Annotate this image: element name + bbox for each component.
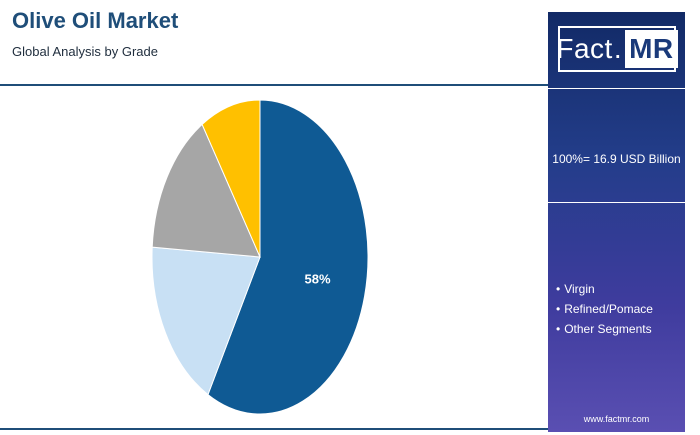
pie-slice bbox=[151, 123, 261, 258]
logo-text-fact: Fact bbox=[556, 33, 613, 64]
pie-slice bbox=[201, 99, 261, 258]
chart-title: Olive Oil Market bbox=[12, 8, 179, 33]
logo-dot: . bbox=[613, 33, 623, 64]
legend: Virgin Refined/Pomace Other Segments bbox=[556, 282, 653, 342]
panel-divider bbox=[548, 202, 685, 203]
factmr-logo: Fact. MR bbox=[556, 26, 678, 72]
header-divider bbox=[0, 84, 548, 86]
pie-slice bbox=[151, 246, 261, 396]
pie-slice bbox=[207, 99, 369, 415]
legend-item-other-segments: Other Segments bbox=[556, 322, 653, 336]
slice-data-label: 58% bbox=[305, 271, 331, 286]
logo-text-mr: MR bbox=[625, 30, 678, 68]
chart-subtitle: Global Analysis by Grade bbox=[12, 44, 158, 59]
legend-item-refined-pomace: Refined/Pomace bbox=[556, 302, 653, 316]
footer-divider bbox=[0, 428, 548, 430]
side-panel: Fact.MR 100%= 16.9 USD Billion Virgin Re… bbox=[548, 12, 685, 432]
legend-item-virgin: Virgin bbox=[556, 282, 653, 296]
total-value-label: 100%= 16.9 USD Billion bbox=[552, 152, 681, 166]
website-url: www.factmr.com bbox=[583, 414, 650, 424]
panel-divider bbox=[548, 88, 685, 89]
pie-chart: 58% bbox=[151, 99, 369, 415]
